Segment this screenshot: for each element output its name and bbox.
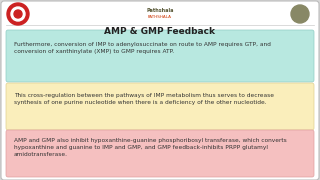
Circle shape: [14, 10, 22, 18]
Circle shape: [7, 3, 29, 25]
FancyBboxPatch shape: [6, 130, 314, 177]
Text: Pathshala: Pathshala: [146, 8, 174, 12]
Text: AMP and GMP also inhibit hypoxanthine-guanine phosphoribosyl transferase, which : AMP and GMP also inhibit hypoxanthine-gu…: [14, 138, 287, 157]
Text: AMP & GMP Feedback: AMP & GMP Feedback: [105, 28, 215, 37]
Text: This cross-regulation between the pathways of IMP metabolism thus serves to decr: This cross-regulation between the pathwa…: [14, 93, 274, 105]
Circle shape: [11, 7, 25, 21]
Text: Furthermore, conversion of IMP to adenylosuccinate on route to AMP requires GTP,: Furthermore, conversion of IMP to adenyl…: [14, 42, 271, 54]
FancyBboxPatch shape: [6, 30, 314, 82]
Text: PATHSHALA: PATHSHALA: [148, 15, 172, 19]
FancyBboxPatch shape: [6, 83, 314, 130]
Circle shape: [291, 5, 309, 23]
